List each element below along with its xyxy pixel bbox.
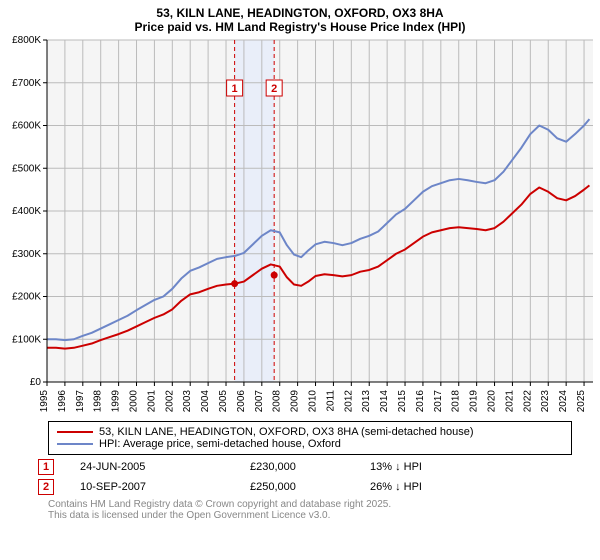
svg-text:2012: 2012 — [343, 390, 354, 413]
svg-text:2002: 2002 — [164, 390, 175, 413]
svg-text:£500K: £500K — [12, 163, 41, 174]
sale-date: 10-SEP-2007 — [80, 481, 250, 493]
svg-text:2018: 2018 — [451, 390, 462, 413]
svg-text:2017: 2017 — [433, 390, 444, 413]
svg-text:2003: 2003 — [182, 390, 193, 413]
legend-swatch-blue — [57, 443, 93, 445]
sale-pct: 26% ↓ HPI — [370, 481, 500, 493]
legend-row-red: 53, KILN LANE, HEADINGTON, OXFORD, OX3 8… — [57, 426, 563, 438]
svg-text:1997: 1997 — [75, 390, 86, 413]
svg-text:2000: 2000 — [129, 390, 140, 413]
svg-text:£700K: £700K — [12, 78, 41, 89]
attribution-line-1: Contains HM Land Registry data © Crown c… — [48, 499, 572, 510]
svg-text:2005: 2005 — [218, 390, 229, 413]
svg-text:2008: 2008 — [272, 390, 283, 413]
svg-text:£200K: £200K — [12, 292, 41, 303]
svg-text:1999: 1999 — [111, 390, 122, 413]
sales-table: 1 24-JUN-2005 £230,000 13% ↓ HPI 2 10-SE… — [38, 459, 572, 495]
svg-text:1998: 1998 — [93, 390, 104, 413]
title-line-1: 53, KILN LANE, HEADINGTON, OXFORD, OX3 8… — [0, 0, 600, 20]
sale-marker-2: 2 — [38, 479, 54, 495]
sale-pct: 13% ↓ HPI — [370, 461, 500, 473]
chart-container: 53, KILN LANE, HEADINGTON, OXFORD, OX3 8… — [0, 0, 600, 560]
svg-text:2009: 2009 — [290, 390, 301, 413]
svg-text:1996: 1996 — [57, 390, 68, 413]
sale-marker-1: 1 — [38, 459, 54, 475]
svg-text:2019: 2019 — [469, 390, 480, 413]
sale-date: 24-JUN-2005 — [80, 461, 250, 473]
price-chart: 1 2 £0 £100K £200K £300K £400K £500K £600K £700K £… — [0, 34, 600, 419]
svg-text:2013: 2013 — [361, 390, 372, 413]
title-line-2: Price paid vs. HM Land Registry's House … — [0, 20, 600, 34]
attribution: Contains HM Land Registry data © Crown c… — [48, 499, 572, 521]
sales-row: 1 24-JUN-2005 £230,000 13% ↓ HPI — [38, 459, 572, 475]
sale-price: £230,000 — [250, 461, 370, 473]
svg-text:2016: 2016 — [415, 390, 426, 413]
svg-text:2021: 2021 — [504, 390, 515, 413]
svg-text:£0: £0 — [30, 377, 42, 388]
svg-text:2024: 2024 — [558, 390, 569, 413]
legend-row-blue: HPI: Average price, semi-detached house,… — [57, 438, 563, 450]
svg-text:2023: 2023 — [540, 390, 551, 413]
sales-row: 2 10-SEP-2007 £250,000 26% ↓ HPI — [38, 479, 572, 495]
svg-text:2001: 2001 — [146, 390, 157, 413]
svg-text:2011: 2011 — [325, 390, 336, 412]
svg-text:£300K: £300K — [12, 249, 41, 260]
svg-text:2015: 2015 — [397, 390, 408, 413]
legend-label-red: 53, KILN LANE, HEADINGTON, OXFORD, OX3 8… — [99, 426, 474, 438]
svg-text:£400K: £400K — [12, 206, 41, 217]
svg-text:1995: 1995 — [39, 390, 50, 413]
svg-text:2006: 2006 — [236, 390, 247, 413]
svg-text:2: 2 — [271, 83, 277, 95]
svg-text:2007: 2007 — [254, 390, 265, 413]
svg-text:2010: 2010 — [308, 390, 319, 413]
svg-text:1: 1 — [232, 83, 238, 95]
svg-text:2025: 2025 — [576, 390, 587, 413]
legend-label-blue: HPI: Average price, semi-detached house,… — [99, 438, 341, 450]
svg-text:2004: 2004 — [200, 390, 211, 413]
svg-text:£600K: £600K — [12, 121, 41, 132]
legend-box: 53, KILN LANE, HEADINGTON, OXFORD, OX3 8… — [48, 421, 572, 455]
svg-text:£100K: £100K — [12, 334, 41, 345]
svg-text:£800K: £800K — [12, 35, 41, 46]
svg-text:2020: 2020 — [487, 390, 498, 413]
legend-swatch-red — [57, 431, 93, 433]
sale-price: £250,000 — [250, 481, 370, 493]
svg-text:2014: 2014 — [379, 390, 390, 413]
svg-text:2022: 2022 — [522, 390, 533, 413]
attribution-line-2: This data is licensed under the Open Gov… — [48, 510, 572, 521]
